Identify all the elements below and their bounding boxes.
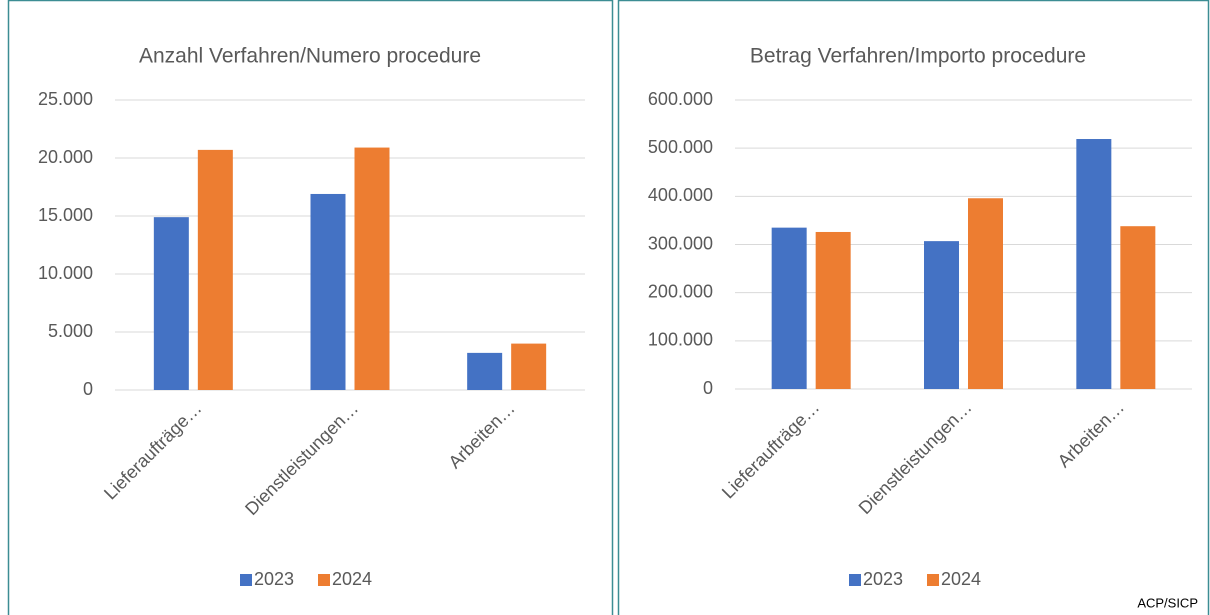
source-note: ACP/SICP xyxy=(1137,595,1198,610)
bar xyxy=(1120,226,1156,389)
chart-title: Anzahl Verfahren/Numero procedure xyxy=(139,45,481,68)
y-tick-label: 200.000 xyxy=(648,281,713,301)
y-tick-label: 25.000 xyxy=(38,89,93,109)
bar xyxy=(924,241,959,389)
x-tick-label: Lieferaufträge… xyxy=(100,398,205,503)
x-tick-label: Lieferaufträge… xyxy=(718,397,823,502)
bar xyxy=(511,343,547,390)
bar xyxy=(197,149,233,390)
x-tick-label: Dienstleistungen… xyxy=(241,398,362,519)
y-tick-label: 0 xyxy=(703,378,713,398)
y-tick-label: 400.000 xyxy=(648,185,713,205)
bar xyxy=(1076,139,1112,389)
legend-label: 2023 xyxy=(254,569,294,589)
panel-border xyxy=(617,0,1210,615)
legend-swatch xyxy=(240,574,252,586)
y-tick-label: 100.000 xyxy=(648,330,713,350)
y-tick-label: 600.000 xyxy=(648,89,713,109)
legend-swatch xyxy=(318,574,330,586)
y-tick-label: 300.000 xyxy=(648,233,713,253)
legend-swatch xyxy=(849,574,861,586)
chart-title: Betrag Verfahren/Importo procedure xyxy=(750,45,1086,68)
y-tick-label: 10.000 xyxy=(38,263,93,283)
legend-label: 2023 xyxy=(863,569,903,589)
bar xyxy=(153,217,189,390)
y-tick-label: 20.000 xyxy=(38,147,93,167)
panel-border xyxy=(7,0,614,615)
y-tick-label: 5.000 xyxy=(48,321,93,341)
bar xyxy=(354,147,390,390)
bar xyxy=(771,227,807,389)
y-tick-label: 0 xyxy=(83,379,93,399)
bar xyxy=(968,198,1003,389)
y-tick-label: 500.000 xyxy=(648,137,713,157)
legend-label: 2024 xyxy=(332,569,372,589)
x-tick-label: Arbeiten… xyxy=(1054,397,1128,471)
y-tick-label: 15.000 xyxy=(38,205,93,225)
x-tick-label: Dienstleistungen… xyxy=(855,397,976,518)
bar xyxy=(467,352,503,390)
bar xyxy=(815,231,851,389)
bar xyxy=(310,193,346,390)
legend-swatch xyxy=(927,574,939,586)
legend-label: 2024 xyxy=(941,569,981,589)
x-tick-label: Arbeiten… xyxy=(445,398,519,472)
